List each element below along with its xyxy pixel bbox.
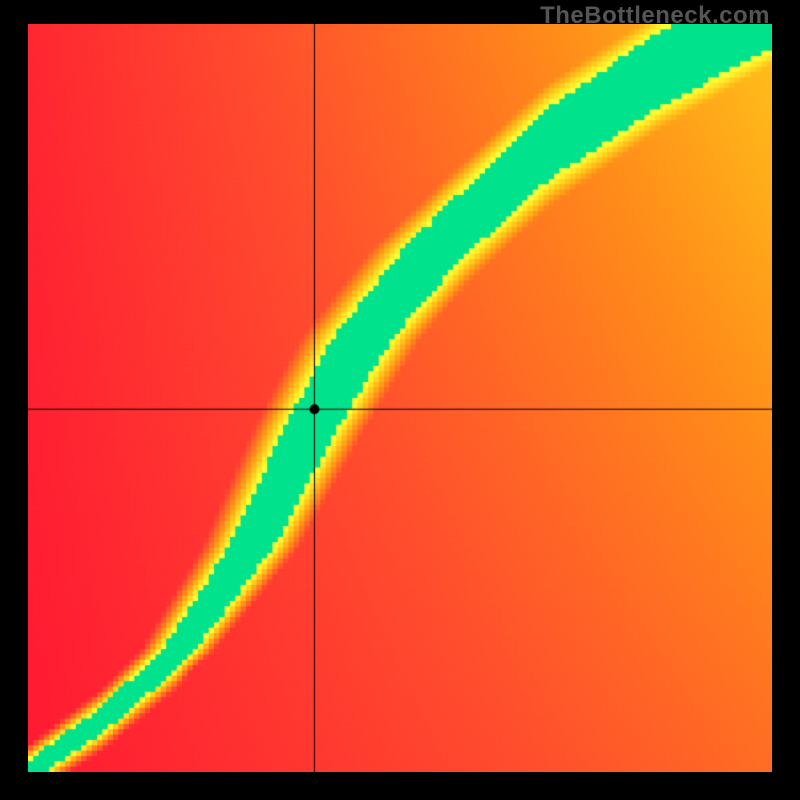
watermark-label: TheBottleneck.com <box>540 2 770 30</box>
bottleneck-heatmap <box>28 24 772 772</box>
